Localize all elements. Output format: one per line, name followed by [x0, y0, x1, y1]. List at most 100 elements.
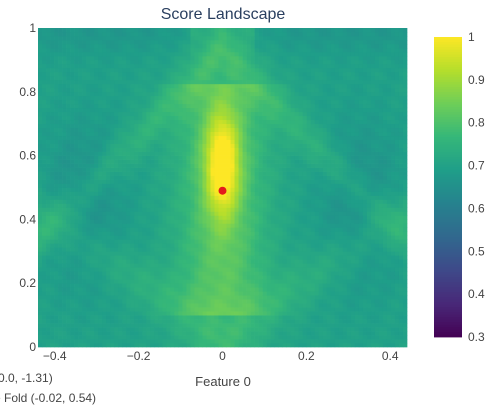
heatmap-cell: [202, 28, 207, 33]
heatmap-cell: [122, 151, 127, 156]
heatmap-cell: [134, 279, 139, 284]
heatmap-cell: [182, 79, 187, 85]
heatmap-cell: [206, 327, 211, 332]
heatmap-cell: [150, 175, 155, 180]
heatmap-cell: [162, 103, 167, 109]
heatmap-cell: [58, 167, 63, 172]
heatmap-cell: [86, 295, 91, 300]
heatmap-cell: [158, 55, 163, 61]
heatmap-cell: [262, 323, 267, 328]
heatmap-cell: [198, 119, 203, 125]
heatmap-cell: [246, 187, 251, 192]
heatmap-cell: [222, 215, 227, 220]
heatmap-cell: [94, 219, 99, 224]
heatmap-cell: [242, 343, 247, 348]
heatmap-cell: [54, 223, 59, 228]
heatmap-cell: [254, 275, 259, 280]
heatmap-cell: [238, 343, 243, 348]
heatmap-cell: [42, 187, 47, 192]
heatmap-cell: [242, 339, 247, 344]
heatmap-cell: [186, 31, 191, 37]
heatmap-cell: [74, 291, 79, 296]
heatmap-cell: [250, 43, 255, 49]
heatmap-cell: [110, 123, 115, 129]
heatmap-cell: [58, 111, 63, 117]
heatmap-cell: [142, 31, 147, 37]
heatmap-cell: [262, 131, 267, 137]
heatmap-cell: [118, 115, 123, 121]
heatmap-cell: [78, 28, 83, 33]
heatmap-cell: [190, 71, 195, 77]
heatmap-cell: [198, 227, 203, 232]
heatmap-cell: [266, 303, 271, 308]
heatmap-cell: [150, 327, 155, 332]
heatmap-cell: [226, 307, 231, 312]
heatmap-cell: [274, 35, 279, 41]
heatmap-cell: [50, 35, 55, 41]
heatmap-cell: [190, 31, 195, 37]
heatmap-cell: [278, 251, 284, 256]
heatmap-cell: [190, 227, 195, 232]
heatmap-cell: [210, 187, 215, 192]
heatmap-cell: [270, 231, 275, 236]
heatmap-cell: [166, 167, 171, 172]
heatmap-cell: [194, 223, 199, 228]
heatmap-cell: [162, 151, 167, 156]
heatmap-cell: [90, 28, 95, 33]
heatmap-cell: [74, 215, 79, 220]
heatmap-cell: [202, 275, 207, 280]
heatmap-cell: [270, 303, 275, 308]
heatmap-cell: [222, 91, 227, 97]
heatmap-cell: [238, 339, 243, 344]
heatmap-cell: [118, 211, 123, 216]
heatmap-cell: [126, 311, 131, 316]
heatmap-cell: [74, 211, 79, 216]
heatmap-cell: [58, 247, 63, 252]
heatmap-cell: [202, 335, 207, 340]
heatmap-cell: [178, 263, 183, 268]
heatmap-cell: [38, 28, 43, 33]
heatmap-cell: [210, 135, 215, 140]
heatmap-cell: [66, 163, 71, 168]
heatmap[interactable]: [38, 28, 408, 348]
heatmap-cell: [90, 315, 95, 320]
heatmap-cell: [178, 71, 183, 77]
heatmap-cell: [270, 95, 275, 101]
heatmap-cell: [86, 227, 91, 232]
heatmap-cell: [62, 275, 67, 280]
heatmap-cell: [102, 215, 107, 220]
heatmap-cell: [246, 123, 251, 129]
heatmap-cell: [238, 335, 243, 340]
heatmap-cell: [286, 339, 292, 344]
heatmap-cell: [114, 35, 119, 41]
heatmap-cell: [118, 259, 123, 264]
heatmap-cell: [274, 183, 279, 188]
heatmap-cell: [142, 39, 147, 45]
heatmap-cell: [202, 283, 207, 288]
heatmap-cell: [82, 47, 87, 53]
heatmap-cell: [114, 215, 119, 220]
heatmap-cell: [238, 95, 243, 101]
heatmap-cell: [278, 119, 284, 125]
heatmap-cell: [226, 139, 231, 144]
heatmap-cell: [214, 227, 219, 232]
heatmap-cell: [210, 47, 215, 53]
heatmap-cell: [110, 319, 115, 324]
heatmap-cell: [266, 327, 271, 332]
heatmap-cell: [82, 215, 87, 220]
heatmap-cell: [138, 247, 143, 252]
heatmap-cell: [50, 207, 55, 212]
heatmap-cell: [206, 207, 211, 212]
heatmap-cell: [102, 159, 107, 164]
heatmap-cell: [198, 75, 203, 81]
heatmap-cell: [258, 43, 263, 49]
heatmap-cell: [178, 75, 183, 81]
heatmap-cell: [258, 203, 263, 208]
heatmap-cell: [42, 203, 47, 208]
heatmap-cell: [246, 163, 251, 168]
heatmap-cell: [238, 319, 243, 324]
heatmap-cell: [46, 119, 51, 125]
heatmap-cell: [262, 207, 267, 212]
heatmap-cell: [54, 91, 59, 97]
